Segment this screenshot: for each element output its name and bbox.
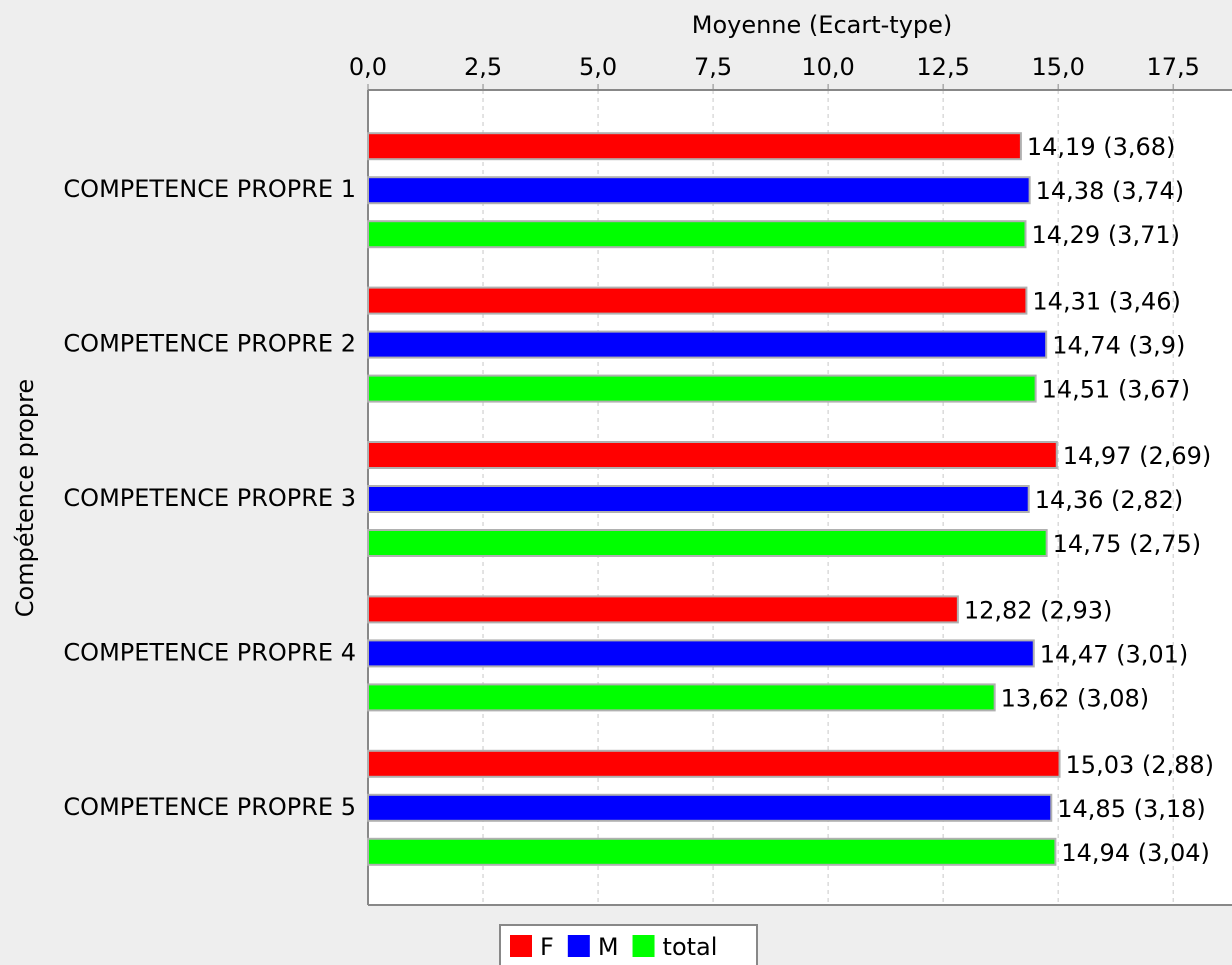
legend-swatch [510,935,532,957]
bar [367,837,1057,866]
bar [367,220,1027,249]
x-tick-label: 12,5 [916,53,969,81]
bar [367,595,959,624]
x-tick-label: 15,0 [1031,53,1084,81]
y-tick-label: COMPETENCE PROPRE 2 [63,330,356,358]
legend-swatch [567,935,590,957]
data-label: 13,62 (3,08) [1001,684,1150,712]
y-tick-label: COMPETENCE PROPRE 4 [63,638,356,666]
data-label: 14,94 (3,04) [1061,839,1210,867]
x-tick-label: 10,0 [801,53,854,81]
bar [367,176,1031,205]
bar [367,529,1048,557]
data-label: 14,85 (3,18) [1057,795,1206,823]
bar [367,286,1028,315]
bar [367,639,1035,668]
bar [367,374,1037,403]
data-label: 14,97 (2,69) [1063,442,1212,470]
data-label: 14,31 (3,46) [1032,288,1181,316]
data-label: 14,51 (3,67) [1042,376,1191,404]
x-axis-title: Moyenne (Ecart-type) [692,11,953,39]
data-label: 14,19 (3,68) [1027,133,1176,161]
legend-label: M [598,933,619,961]
x-tick-label: 5,0 [579,53,617,81]
data-label: 14,47 (3,01) [1040,640,1189,668]
x-tick-label: 0,0 [349,53,387,81]
legend-label: total [663,933,718,961]
data-label: 14,36 (2,82) [1035,486,1184,514]
data-label: 14,74 (3,9) [1052,332,1185,360]
bar [367,749,1061,778]
x-tick-label: 2,5 [464,53,502,81]
bar [367,441,1058,469]
y-tick-label: COMPETENCE PROPRE 1 [63,175,356,203]
data-label: 14,38 (3,74) [1036,177,1185,205]
data-label: 12,82 (2,93) [964,596,1113,624]
y-tick-label: COMPETENCE PROPRE 3 [63,484,356,512]
data-label: 15,03 (2,88) [1066,751,1215,779]
x-tick-label: 17,5 [1146,53,1199,81]
data-label: 14,75 (2,75) [1053,530,1202,558]
y-axis-title: Compétence propre [11,379,39,617]
legend-label: F [540,933,554,961]
bar [367,793,1053,822]
legend-swatch [632,935,655,957]
data-label: 14,29 (3,71) [1031,221,1180,249]
bar [367,485,1030,513]
bar [367,330,1048,359]
y-tick-label: COMPETENCE PROPRE 5 [63,793,356,821]
legend [499,924,758,965]
x-tick-label: 7,5 [694,53,732,81]
bar [367,683,996,712]
bar [367,132,1022,161]
